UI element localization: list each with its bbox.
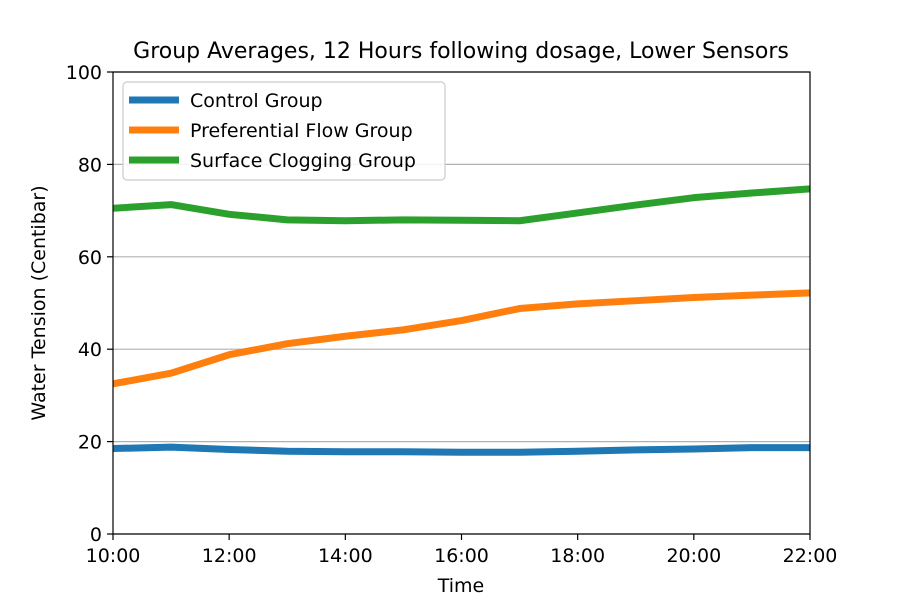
series-line-2 bbox=[113, 289, 810, 388]
y-tick-label: 80 bbox=[78, 154, 102, 176]
y-tick-label: 100 bbox=[66, 62, 102, 84]
x-tick-label: 14:00 bbox=[318, 545, 373, 567]
legend-label: Control Group bbox=[190, 90, 323, 112]
x-tick-label: 12:00 bbox=[202, 545, 257, 567]
y-tick-label: 60 bbox=[78, 247, 102, 269]
series-lines bbox=[113, 185, 810, 456]
legend-box bbox=[122, 81, 446, 181]
y-tick-label: 20 bbox=[78, 432, 102, 454]
x-tick-label: 16:00 bbox=[434, 545, 489, 567]
y-axis-title: Water Tension (Centibar) bbox=[28, 185, 50, 420]
x-tick-label: 20:00 bbox=[666, 545, 721, 567]
x-axis-title: Time bbox=[437, 575, 485, 597]
legend-label: Surface Clogging Group bbox=[190, 150, 416, 172]
x-tick-label: 10:00 bbox=[86, 545, 141, 567]
axes: 0 20 40 60 80 100 10:00 12:00 14:00 16:00 18:00 20:… bbox=[66, 62, 838, 567]
y-tick-label: 40 bbox=[78, 339, 102, 361]
series-line-1 bbox=[113, 443, 810, 456]
x-tick-label: 22:00 bbox=[783, 545, 838, 567]
legend: Control Group Preferential Flow Group Surf… bbox=[122, 81, 446, 181]
y-tick-label: 0 bbox=[90, 524, 102, 546]
chart-title: Group Averages, 12 Hours following dosag… bbox=[133, 39, 789, 64]
legend-label: Preferential Flow Group bbox=[190, 120, 413, 142]
x-tick-label: 18:00 bbox=[550, 545, 605, 567]
series-line-3 bbox=[113, 185, 810, 225]
